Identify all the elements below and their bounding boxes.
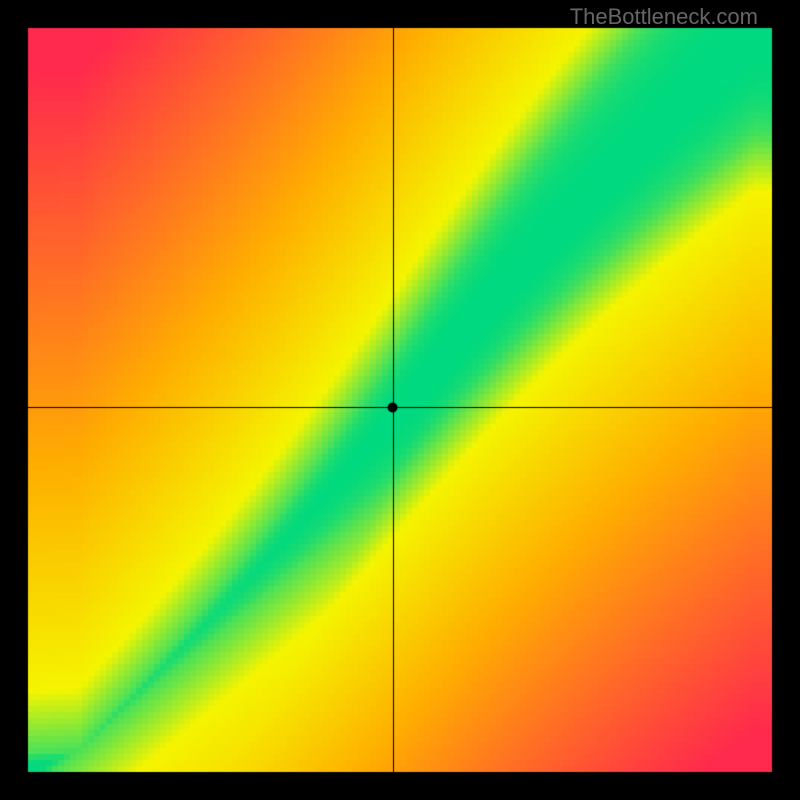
source-watermark: TheBottleneck.com (570, 4, 758, 30)
chart-container: TheBottleneck.com (0, 0, 800, 800)
bottleneck-heatmap-canvas (0, 0, 800, 800)
